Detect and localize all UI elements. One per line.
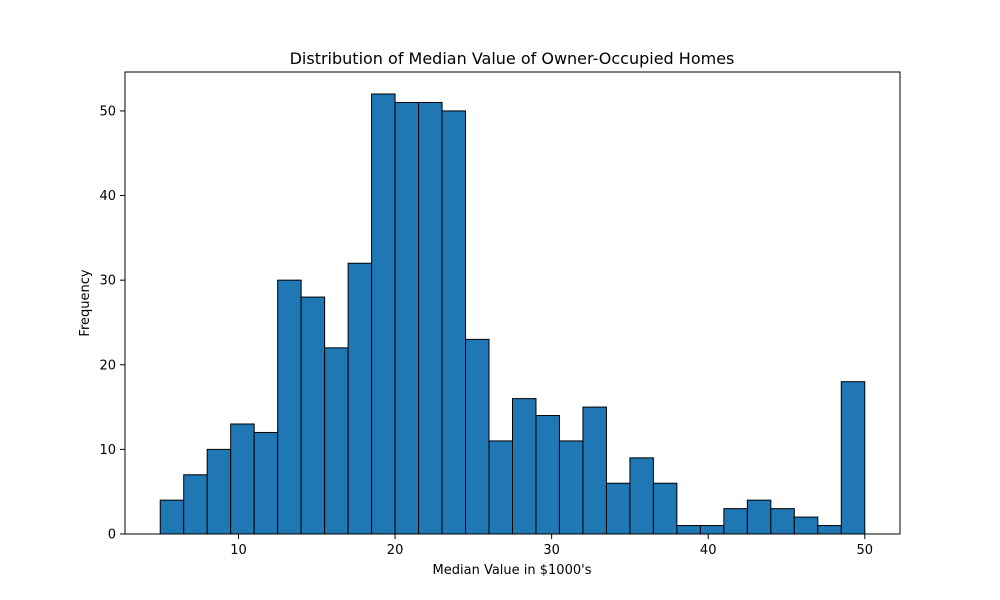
histogram-bar (652, 482, 678, 535)
histogram-bar (535, 415, 560, 535)
y-tick-label: 0 (108, 528, 116, 543)
histogram-bar (793, 516, 819, 535)
histogram-bar (770, 508, 795, 535)
histogram-bar (418, 101, 443, 535)
histogram-bar (300, 296, 326, 535)
y-axis-label: Frequency (78, 269, 93, 336)
bars-group (159, 93, 866, 535)
x-tick-label: 40 (700, 543, 717, 558)
y-tick-label: 50 (99, 104, 116, 119)
plot-frame (124, 71, 901, 535)
histogram-bar (206, 448, 232, 535)
histogram-bar (183, 474, 208, 535)
histogram-bar (253, 431, 279, 535)
histogram-bar (629, 457, 654, 535)
histogram-bar (465, 338, 490, 535)
histogram-bar (441, 110, 467, 535)
histogram-bar (230, 423, 255, 535)
x-tick-label: 20 (387, 543, 404, 558)
x-tick-label: 30 (543, 543, 560, 558)
histogram-bar (840, 381, 866, 535)
histogram-bar (277, 279, 302, 535)
histogram-bar (723, 508, 748, 535)
histogram-bar (488, 440, 513, 535)
chart-title: Distribution of Median Value of Owner-Oc… (290, 49, 735, 68)
y-tick-label: 10 (99, 443, 116, 458)
histogram-bar (324, 347, 349, 535)
y-tick-label: 40 (99, 189, 116, 204)
histogram-bar (699, 525, 725, 535)
histogram-bar (347, 262, 373, 535)
y-tick-label: 20 (99, 358, 116, 373)
histogram-bar (746, 499, 772, 535)
histogram-bar (558, 440, 584, 535)
x-tick-label: 50 (856, 543, 873, 558)
histogram-bar (605, 482, 631, 535)
histogram-bar (582, 406, 607, 535)
y-tick-label: 30 (99, 274, 116, 289)
histogram-bar (371, 93, 396, 535)
histogram-bar (512, 398, 537, 535)
x-tick-label: 10 (230, 543, 247, 558)
histogram-bar (159, 499, 185, 535)
histogram-bar (676, 525, 701, 535)
x-axis-ticks: 10 20 30 40 50 (230, 534, 873, 558)
histogram-bar (394, 101, 420, 535)
y-axis-ticks: 0 10 20 30 40 50 (99, 104, 125, 543)
histogram-bar (817, 525, 842, 535)
x-axis-label: Median Value in $1000's (433, 563, 592, 578)
